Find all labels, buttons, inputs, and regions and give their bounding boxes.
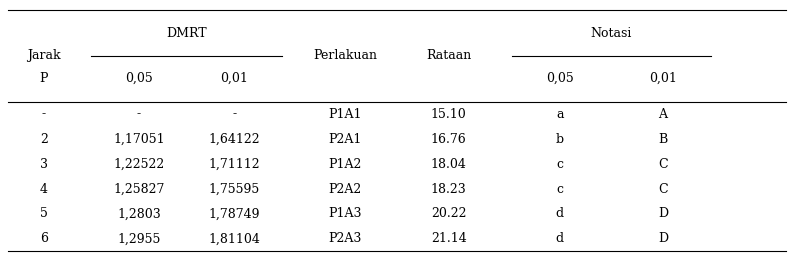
- Text: d: d: [556, 232, 564, 245]
- Text: 21.14: 21.14: [430, 232, 467, 245]
- Text: 1,75595: 1,75595: [209, 183, 260, 196]
- Text: -: -: [41, 108, 46, 121]
- Text: a: a: [556, 108, 564, 121]
- Text: 1,78749: 1,78749: [209, 208, 260, 220]
- Text: P1A2: P1A2: [329, 157, 362, 170]
- Text: P2A2: P2A2: [329, 183, 362, 196]
- Text: -: -: [232, 108, 237, 121]
- Text: B: B: [658, 133, 668, 146]
- Text: 1,2955: 1,2955: [118, 232, 160, 245]
- Text: Rataan: Rataan: [426, 49, 471, 62]
- Text: A: A: [658, 108, 668, 121]
- Text: 20.22: 20.22: [431, 208, 466, 220]
- Text: P1A1: P1A1: [329, 108, 362, 121]
- Text: 1,64122: 1,64122: [208, 133, 260, 146]
- Text: 18.23: 18.23: [430, 183, 467, 196]
- Text: 1,25827: 1,25827: [114, 183, 164, 196]
- Text: 1,17051: 1,17051: [113, 133, 165, 146]
- Text: 0,05: 0,05: [125, 72, 152, 85]
- Text: 3: 3: [40, 157, 48, 170]
- Text: d: d: [556, 208, 564, 220]
- Text: D: D: [658, 208, 668, 220]
- Text: 0,05: 0,05: [546, 72, 573, 85]
- Text: 2: 2: [40, 133, 48, 146]
- Text: P1A3: P1A3: [329, 208, 362, 220]
- Text: P2A3: P2A3: [329, 232, 362, 245]
- Text: -: -: [137, 108, 141, 121]
- Text: Perlakuan: Perlakuan: [314, 49, 377, 62]
- Text: C: C: [658, 157, 668, 170]
- Text: P: P: [40, 72, 48, 85]
- Text: D: D: [658, 232, 668, 245]
- Text: 15.10: 15.10: [430, 108, 467, 121]
- Text: 0,01: 0,01: [220, 72, 249, 85]
- Text: 1,71112: 1,71112: [208, 157, 260, 170]
- Text: 18.04: 18.04: [430, 157, 467, 170]
- Text: 1,22522: 1,22522: [114, 157, 164, 170]
- Text: 4: 4: [40, 183, 48, 196]
- Text: 16.76: 16.76: [430, 133, 467, 146]
- Text: Jarak: Jarak: [27, 49, 60, 62]
- Text: 1,2803: 1,2803: [117, 208, 161, 220]
- Text: DMRT: DMRT: [166, 26, 207, 40]
- Text: 6: 6: [40, 232, 48, 245]
- Text: c: c: [557, 157, 563, 170]
- Text: P2A1: P2A1: [329, 133, 362, 146]
- Text: C: C: [658, 183, 668, 196]
- Text: c: c: [557, 183, 563, 196]
- Text: b: b: [556, 133, 564, 146]
- Text: 5: 5: [40, 208, 48, 220]
- Text: 0,01: 0,01: [649, 72, 677, 85]
- Text: Notasi: Notasi: [591, 26, 632, 40]
- Text: 1,81104: 1,81104: [208, 232, 260, 245]
